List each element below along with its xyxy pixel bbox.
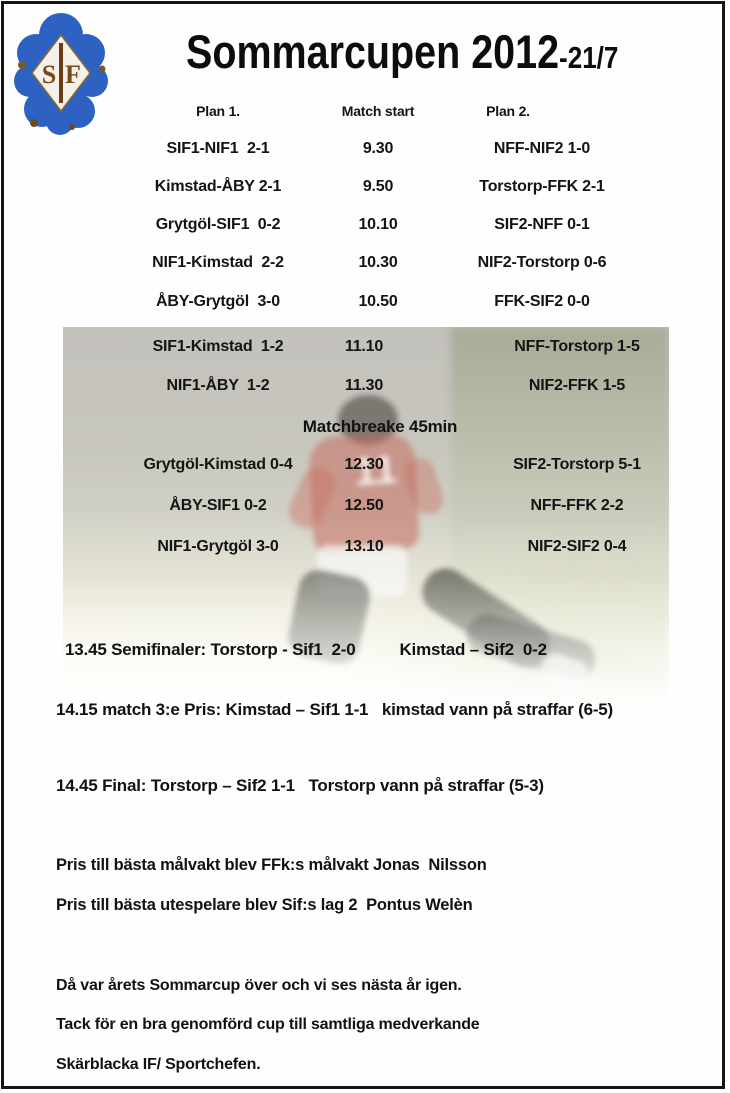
match-row: SIF1-NIF1 2-1 9.30 NFF-NIF2 1-0: [0, 140, 730, 160]
closing-line-1: Då var årets Sommarcup över och vi ses n…: [56, 977, 462, 994]
match-row: NIF1-Kimstad 2-2 10.30 NIF2-Torstorp 0-6: [0, 254, 730, 274]
match-plan1: SIF1-NIF1 2-1: [166, 140, 270, 157]
badge-letter-i: [59, 43, 63, 103]
semifinal-result-2: Kimstad – Sif2 0-2: [399, 640, 547, 659]
match-plan2: Torstorp-FFK 2-1: [479, 178, 605, 195]
match-row: ÅBY-SIF1 0-2 12.50 NFF-FFK 2-2: [0, 497, 730, 517]
club-badge-sif-logo: S F: [14, 13, 108, 135]
third-place-result-line: 14.15 match 3:e Pris: Kimstad – Sif1 1-1…: [56, 700, 614, 719]
match-plan1: NIF1-ÅBY 1-2: [166, 377, 270, 394]
photo-fade-overlay: [63, 573, 669, 703]
page-title: Sommarcupen 2012-21/7: [186, 24, 701, 79]
match-row: NIF1-Grytgöl 3-0 13.10 NIF2-SIF2 0-4: [0, 538, 730, 558]
match-time: 9.30: [362, 140, 394, 157]
match-time: 10.10: [358, 216, 398, 233]
match-row: ÅBY-Grytgöl 3-0 10.50 FFK-SIF2 0-0: [0, 293, 730, 313]
match-plan2: NIF2-FFK 1-5: [528, 377, 626, 394]
match-plan1: ÅBY-SIF1 0-2: [169, 497, 267, 514]
match-plan1: Grytgöl-Kimstad 0-4: [143, 456, 293, 473]
closing-signature: Skärblacka IF/ Sportchefen.: [56, 1056, 261, 1073]
match-plan2: SIF2-NFF 0-1: [494, 216, 590, 233]
title-main-text: Sommarcupen 2012: [186, 25, 560, 78]
match-plan1: NIF1-Kimstad 2-2: [152, 254, 284, 271]
match-plan2: NFF-FFK 2-2: [530, 497, 624, 514]
match-row: Grytgöl-Kimstad 0-4 12.30 SIF2-Torstorp …: [0, 456, 730, 476]
header-match-start: Match start: [341, 103, 415, 119]
match-plan2: NIF2-Torstorp 0-6: [477, 254, 607, 271]
match-plan1: ÅBY-Grytgöl 3-0: [156, 293, 280, 310]
schedule-header-row: Plan 1. Match start Plan 2.: [0, 103, 730, 123]
award-best-goalkeeper: Pris till bästa målvakt blev FFk:s målva…: [56, 856, 487, 874]
match-break-label: Matchbreake 45min: [302, 417, 458, 436]
match-row: SIF1-Kimstad 1-2 11.10 NFF-Torstorp 1-5: [0, 338, 730, 358]
match-time: 12.50: [344, 497, 384, 514]
badge-petals: [14, 13, 108, 135]
semifinal-results-line: 13.45 Semifinaler: Torstorp - Sif1 2-0 Ki…: [56, 620, 547, 660]
match-time: 10.50: [358, 293, 398, 310]
match-row: Kimstad-ÅBY 2-1 9.50 Torstorp-FFK 2-1: [0, 178, 730, 198]
match-time: 11.30: [344, 377, 384, 394]
match-plan1: Kimstad-ÅBY 2-1: [154, 178, 282, 195]
match-plan1: SIF1-Kimstad 1-2: [152, 338, 284, 355]
semifinal-result-1: 13.45 Semifinaler: Torstorp - Sif1 2-0: [65, 640, 356, 659]
match-plan1: NIF1-Grytgöl 3-0: [157, 538, 279, 555]
match-plan2: NIF2-SIF2 0-4: [527, 538, 627, 555]
match-plan2: SIF2-Torstorp 5-1: [513, 456, 641, 473]
badge-letter-s: S: [42, 60, 56, 89]
match-time: 9.50: [362, 178, 394, 195]
match-plan2: FFK-SIF2 0-0: [494, 293, 590, 310]
background-photo-soccer-player: 11: [63, 327, 669, 703]
match-time: 13.10: [344, 538, 384, 555]
match-time: 11.10: [344, 338, 384, 355]
match-time: 12.30: [344, 456, 384, 473]
match-plan2: NFF-Torstorp 1-5: [514, 338, 640, 355]
match-plan2: NFF-NIF2 1-0: [493, 140, 591, 157]
match-time: 10.30: [358, 254, 398, 271]
final-result-line: 14.45 Final: Torstorp – Sif2 1-1 Torstor…: [56, 776, 544, 795]
badge-letter-f: F: [65, 60, 81, 89]
match-plan1: Grytgöl-SIF1 0-2: [155, 216, 281, 233]
match-row: NIF1-ÅBY 1-2 11.30 NIF2-FFK 1-5: [0, 377, 730, 397]
header-plan1: Plan 1.: [196, 103, 240, 119]
award-best-field-player: Pris till bästa utespelare blev Sif:s la…: [56, 896, 473, 914]
match-row: Grytgöl-SIF1 0-2 10.10 SIF2-NFF 0-1: [0, 216, 730, 236]
header-plan2: Plan 2.: [486, 103, 530, 119]
title-date-suffix: -21/7: [559, 40, 619, 75]
closing-line-2: Tack för en bra genomförd cup till samtl…: [56, 1016, 480, 1033]
